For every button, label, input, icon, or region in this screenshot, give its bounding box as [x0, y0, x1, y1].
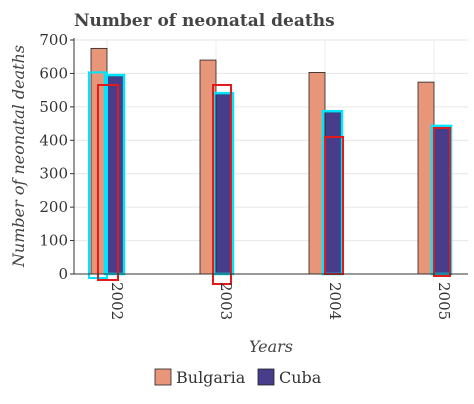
axes: 0 100 200 300 400 500 600 700 2002 2003 2004 2005 [39, 31, 468, 320]
legend-swatch-bulgaria [154, 368, 172, 386]
bar-cuba-2005 [433, 126, 451, 275]
x-tick-label: 2005 [435, 282, 453, 320]
chart-title: Number of neonatal deaths [74, 11, 335, 31]
highlight-red-2003 [212, 84, 232, 285]
x-tick-label: 2003 [217, 282, 235, 320]
highlight-boxes [88, 71, 453, 285]
x-tick-label: 2004 [326, 282, 344, 320]
highlight-red-2005 [433, 127, 451, 277]
gridlines [74, 39, 468, 275]
bar-cuba-2002 [106, 75, 124, 275]
x-axis-label: Years [249, 337, 293, 356]
x-tick-label: 2002 [108, 282, 126, 320]
y-tick-label: 100 [39, 232, 68, 250]
y-tick-label: 700 [39, 31, 68, 49]
y-tick-label: 500 [39, 98, 68, 116]
legend-label-cuba: Cuba [279, 368, 322, 387]
y-tick-label: 600 [39, 64, 68, 82]
legend: Bulgaria Cuba [154, 368, 322, 387]
legend-swatch-cuba [257, 368, 275, 386]
bar-cuba-2003 [215, 93, 233, 275]
y-tick-label: 0 [58, 265, 68, 283]
legend-label-bulgaria: Bulgaria [176, 368, 246, 387]
y-tick-label: 200 [39, 198, 68, 216]
y-tick-label: 400 [39, 131, 68, 149]
y-tick-label: 300 [39, 165, 68, 183]
y-axis-label: Number of neonatal deaths [9, 45, 28, 268]
highlight-red-2002 [97, 84, 119, 281]
